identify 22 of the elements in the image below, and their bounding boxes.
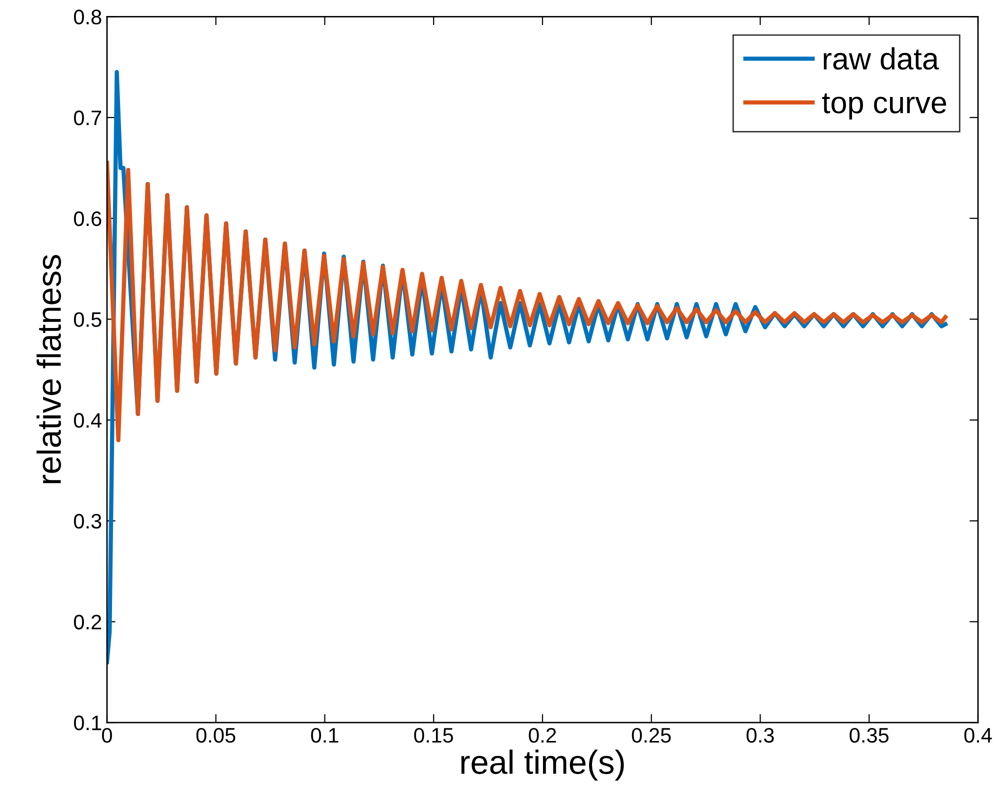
legend-label: top curve [822, 93, 946, 120]
x-tick-label: 0.4 [964, 728, 992, 743]
y-tick-label: 0.1 [74, 716, 102, 730]
x-tick-label: 0.3 [746, 728, 774, 743]
y-tick-label: 0.5 [74, 312, 102, 327]
y-tick-label: 0.7 [74, 110, 102, 126]
y-tick-label: 0.3 [74, 514, 102, 529]
x-tick-label: 0 [102, 728, 112, 743]
y-tick-label: 0.2 [74, 614, 102, 630]
x-tick-label: 0.1 [311, 728, 338, 743]
x-tick-label: 0.25 [632, 728, 671, 743]
line-series [107, 160, 948, 442]
y-axis-title: relative flatness [36, 255, 62, 484]
y-tick-label: 0.8 [74, 10, 102, 24]
y-tick-label: 0.4 [74, 413, 102, 428]
x-tick-label: 0.05 [196, 728, 236, 743]
legend-label: raw data [824, 47, 939, 70]
x-tick-label: 0.35 [850, 728, 889, 743]
x-axis-title: real time(s) [461, 750, 624, 781]
x-tick-label: 0.2 [528, 728, 556, 743]
x-tick-label: 0.15 [414, 728, 454, 743]
y-tick-label: 0.6 [74, 211, 102, 226]
